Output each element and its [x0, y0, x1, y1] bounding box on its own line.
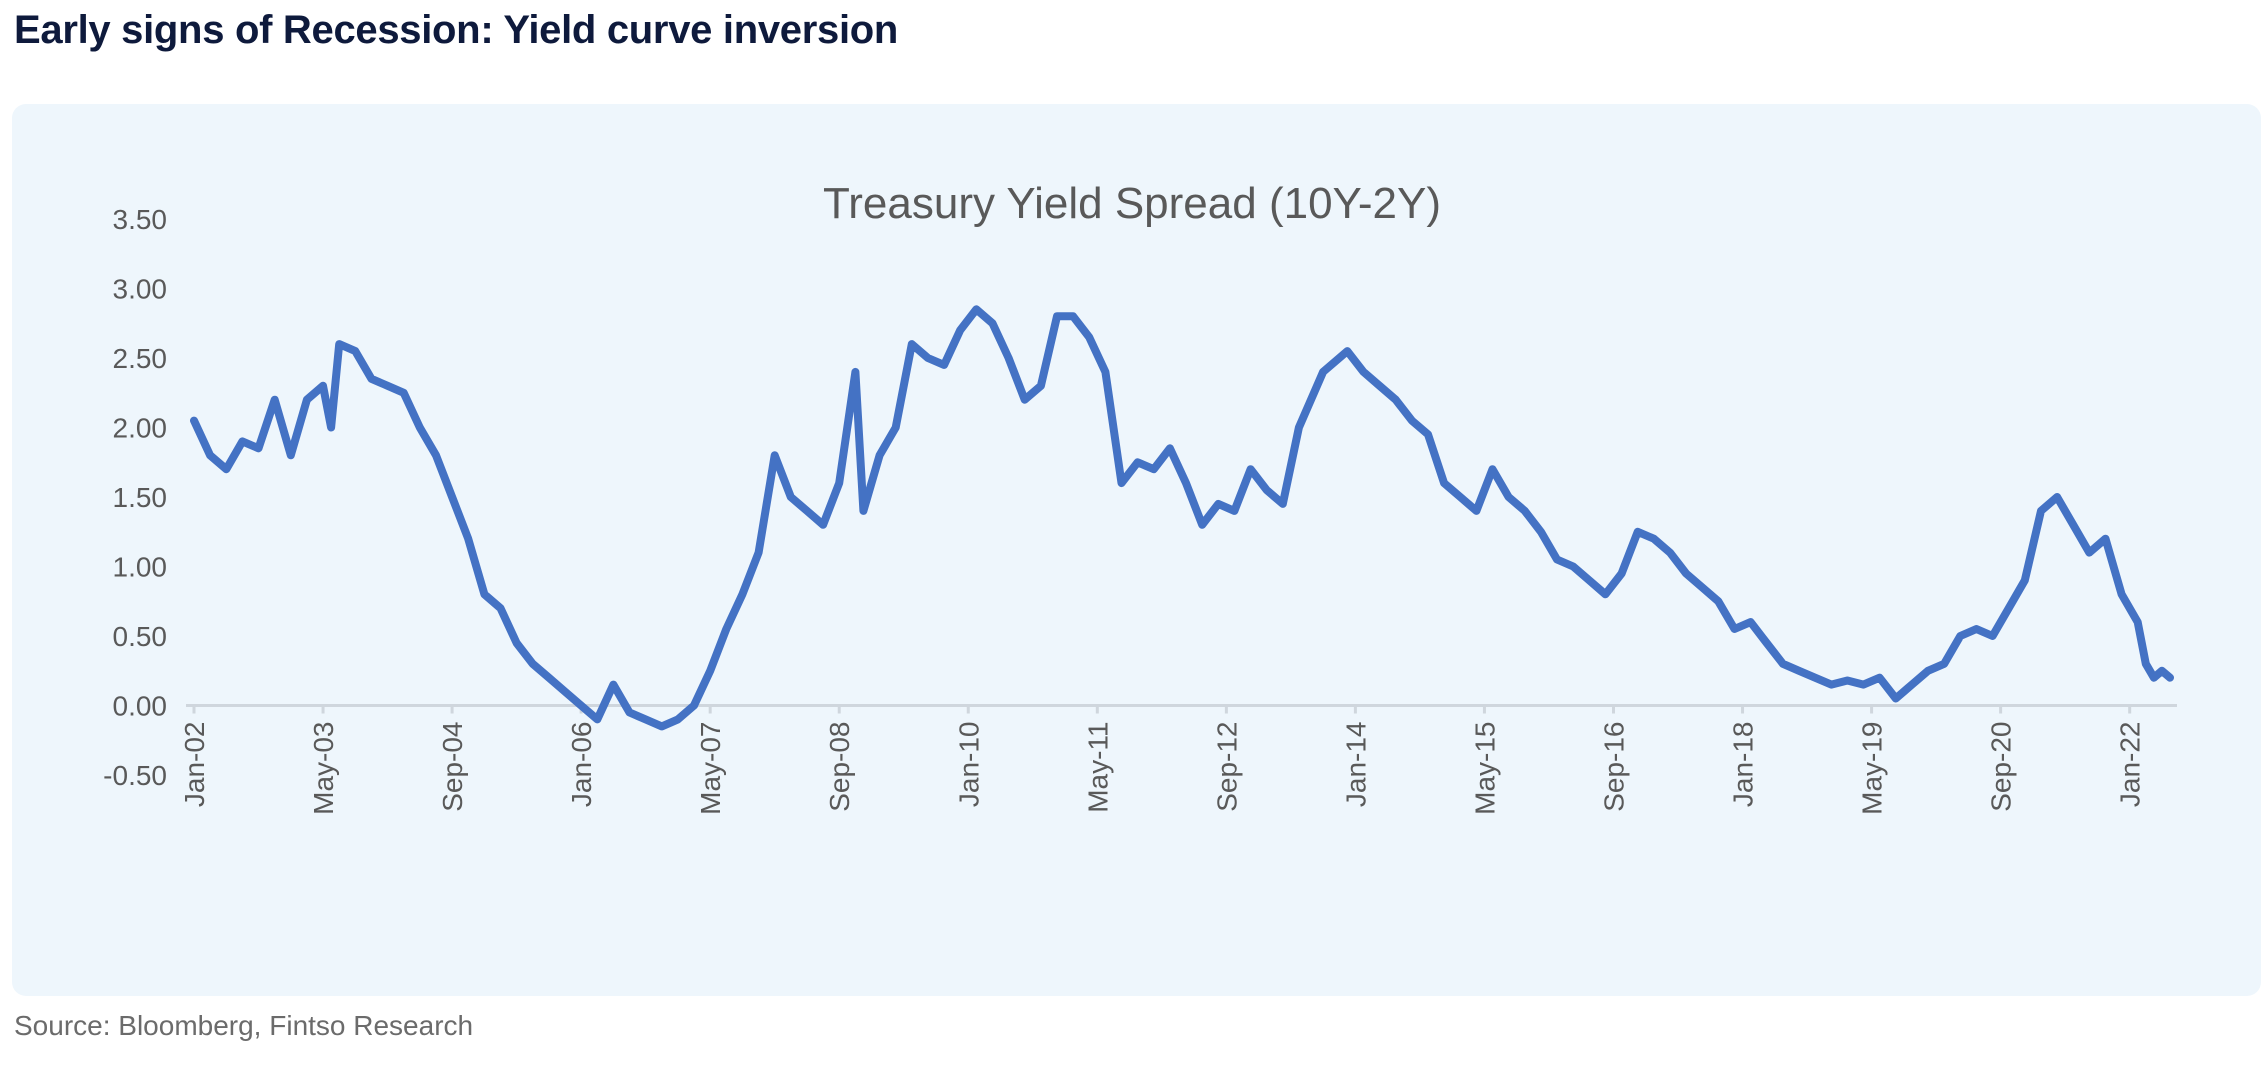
chart-title: Treasury Yield Spread (10Y-2Y) [823, 179, 1441, 228]
y-tick-label: -0.50 [103, 760, 167, 791]
x-tick-label: Jan-02 [179, 722, 210, 808]
y-axis-ticks: 3.50 3.00 2.50 2.00 1.50 1.00 0.50 0.00 -0.50 [103, 204, 167, 791]
x-tick-label: May-07 [695, 722, 726, 815]
yield-spread-chart: Treasury Yield Spread (10Y-2Y) 3.50 3.00 2… [103, 179, 2177, 815]
x-tick-label: May-15 [1469, 722, 1500, 815]
x-tick-label: Sep-12 [1211, 722, 1242, 812]
y-tick-label: 3.00 [113, 274, 168, 305]
y-tick-label: 2.00 [113, 413, 168, 444]
x-tick-label: Jan-22 [2115, 722, 2146, 808]
x-tick-label: Sep-08 [824, 722, 855, 812]
x-tick-label: Sep-20 [1986, 722, 2017, 812]
y-tick-label: 1.00 [113, 552, 168, 583]
source-note: Source: Bloomberg, Fintso Research [14, 1010, 474, 1041]
y-tick-label: 0.00 [113, 691, 168, 722]
x-tick-label: Jan-10 [953, 722, 984, 808]
y-tick-label: 2.50 [113, 343, 168, 374]
x-tick-label: May-19 [1857, 722, 1888, 815]
x-tick-label: Sep-04 [437, 722, 468, 812]
x-tick-label: Jan-14 [1340, 722, 1371, 808]
x-tick-label: May-11 [1082, 722, 1113, 813]
x-tick-label: Jan-18 [1728, 722, 1759, 808]
x-tick-label: Jan-06 [566, 722, 597, 808]
chart-panel: Treasury Yield Spread (10Y-2Y) 3.50 3.00 2… [12, 104, 2261, 996]
page-title: Early signs of Recession: Yield curve in… [14, 8, 899, 52]
x-axis-ticks: Jan-02 May-03 Sep-04 Jan-06 May-07 Sep-08 Jan-… [179, 705, 2146, 815]
y-tick-label: 1.50 [113, 482, 168, 513]
yield-spread-series-line [190, 305, 2174, 731]
y-tick-label: 0.50 [113, 621, 168, 652]
x-tick-label: May-03 [308, 722, 339, 815]
y-tick-label: 3.50 [113, 204, 168, 235]
x-tick-label: Sep-16 [1598, 722, 1629, 812]
